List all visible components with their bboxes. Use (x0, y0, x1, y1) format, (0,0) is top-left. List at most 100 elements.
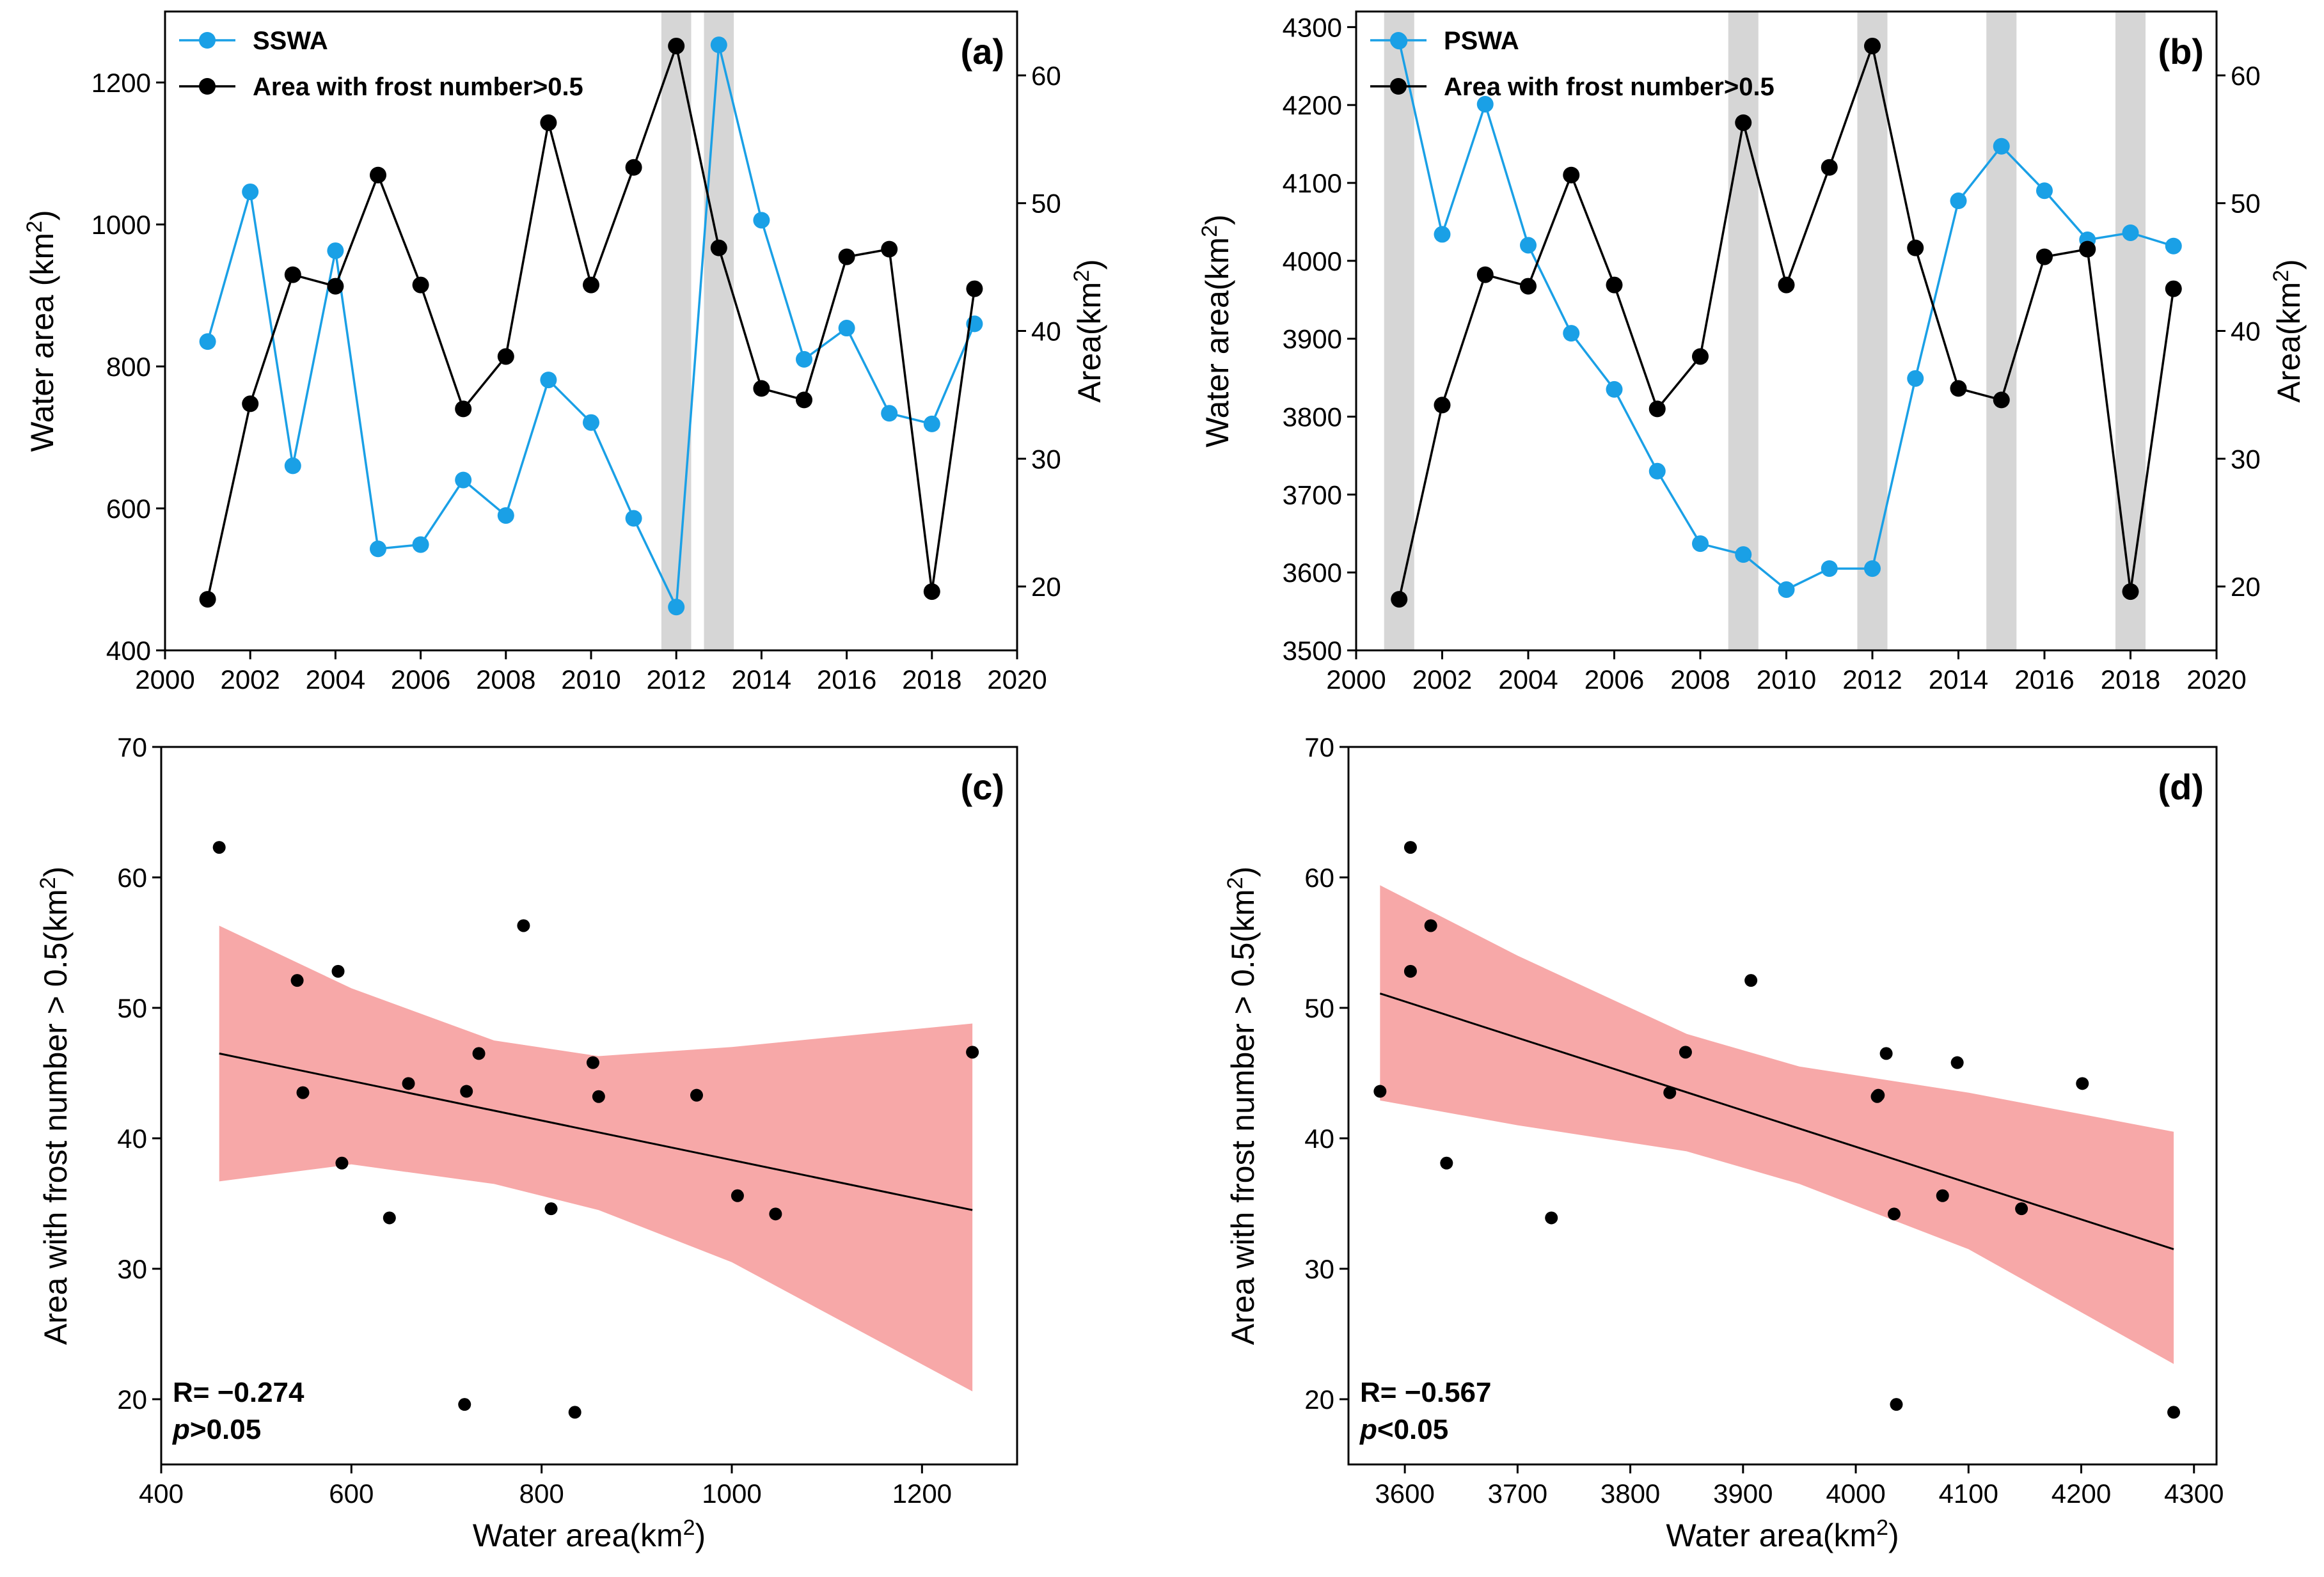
x-tick-label: 1200 (892, 1479, 952, 1509)
series-point-water (668, 599, 685, 616)
y-tick-label-right: 30 (1031, 444, 1061, 474)
y-tick-label-left: 3700 (1283, 480, 1342, 510)
series-point-water (710, 36, 727, 54)
scatter-point (335, 1156, 349, 1170)
series-point-frost (710, 239, 727, 256)
series-point-frost (1821, 159, 1838, 176)
series-point-frost (2036, 248, 2053, 265)
series-point-frost (1563, 166, 1580, 184)
y-tick-label: 40 (117, 1124, 147, 1154)
scatter-point (331, 964, 345, 978)
y-axis-label-left: Water area (km2) (22, 210, 60, 451)
series-point-frost (1778, 276, 1795, 294)
y-tick-label: 30 (1304, 1254, 1334, 1284)
scatter-point (1545, 1211, 1558, 1225)
series-point-frost (242, 395, 259, 412)
x-tick-label: 3700 (1488, 1479, 1547, 1509)
shaded-band (704, 12, 734, 650)
x-tick-label: 2012 (646, 664, 706, 694)
series-point-water (242, 183, 259, 200)
y-tick-label-right: 40 (2231, 317, 2261, 347)
series-point-frost (199, 591, 216, 608)
series-point-frost (455, 400, 472, 418)
y-tick-label-left: 4000 (1283, 246, 1342, 276)
series-point-frost (1907, 239, 1924, 256)
scatter-point (472, 1047, 486, 1060)
y-tick-label-right: 60 (2231, 61, 2261, 91)
series-point-frost (1476, 266, 1494, 283)
series-point-water (2036, 182, 2053, 200)
legend-label: SSWA (253, 27, 328, 55)
series-point-water (1864, 560, 1881, 577)
series-point-frost (1950, 380, 1967, 397)
scatter-point (1870, 1090, 1884, 1103)
series-point-water (284, 457, 301, 475)
scatter-point (586, 1056, 599, 1069)
series-point-water (1476, 95, 1494, 113)
legend-marker (199, 78, 216, 95)
series-point-water (923, 415, 940, 432)
scatter-point (544, 1202, 558, 1216)
legend-marker (1390, 78, 1407, 95)
x-tick-label: 2010 (1757, 664, 1816, 694)
series-point-frost (1993, 391, 2010, 409)
y-tick-label-left: 4100 (1283, 168, 1342, 198)
series-point-frost (412, 276, 429, 294)
scatter-point (383, 1211, 396, 1225)
scatter-point (592, 1090, 605, 1103)
plot-frame (164, 10, 1018, 652)
series-point-frost (370, 166, 386, 184)
x-tick-label: 2004 (1498, 664, 1558, 694)
series-point-frost (1520, 278, 1537, 295)
y-tick-label-left: 3600 (1283, 558, 1342, 588)
y-tick-label-right: 30 (2231, 444, 2261, 474)
series-point-water (1907, 370, 1924, 387)
x-tick-label: 2008 (1670, 664, 1730, 694)
series-point-water (1563, 325, 1580, 342)
panel-label: (b) (2158, 31, 2204, 72)
y-tick-label: 30 (117, 1254, 147, 1284)
scatter-point (1440, 1156, 1453, 1170)
series-point-frost (1735, 114, 1752, 131)
series-point-water (2165, 237, 2182, 255)
shaded-band (1857, 12, 1888, 650)
panel-d: 3600 3700 3800 3900 4000 4100 4200 4300 20 30 40 50… (1223, 732, 2224, 1553)
panel-label: (a) (961, 31, 1004, 72)
series-point-water (1778, 581, 1795, 598)
series-point-water (2122, 224, 2139, 241)
series-point-frost (1606, 276, 1623, 294)
shaded-band (1384, 12, 1414, 650)
series-point-frost (625, 159, 642, 176)
scatter-point (769, 1207, 782, 1221)
legend-label: PSWA (1444, 27, 1519, 55)
y-tick-label: 20 (1304, 1385, 1334, 1415)
series-point-water (625, 510, 642, 527)
y-axis-label-right: Area(km2) (1070, 259, 1107, 403)
scatter-point (460, 1085, 473, 1098)
y-axis-label-left: Water area(km2) (1198, 214, 1235, 447)
series-point-frost (796, 391, 812, 409)
scatter-point (1936, 1189, 1949, 1202)
y-tick-label-left: 600 (106, 494, 151, 524)
x-tick-label: 2006 (391, 664, 450, 694)
panel-label: (c) (961, 767, 1004, 807)
series-point-water (370, 540, 386, 558)
y-tick-label-left: 1000 (91, 210, 151, 240)
x-tick-label: 2012 (1842, 664, 1902, 694)
shaded-band (661, 12, 692, 650)
y-axis-label: Area with frost number > 0.5(km2) (1223, 867, 1261, 1345)
y-tick-label-left: 3900 (1283, 324, 1342, 354)
panel-c: 400 600 800 1000 1200 20 30 40 50 60 70 Water area(… (36, 732, 1018, 1553)
x-tick-label: 2018 (2101, 664, 2160, 694)
series-point-frost (753, 380, 770, 397)
x-tick-label: 2002 (1412, 664, 1472, 694)
x-tick-label: 3800 (1601, 1479, 1660, 1509)
r-value: R= −0.274 (173, 1377, 304, 1408)
x-tick-label: 4200 (2051, 1479, 2111, 1509)
x-tick-label: 2020 (987, 664, 1047, 694)
scatter-point (1424, 919, 1437, 932)
confidence-band (1380, 885, 2174, 1364)
series-point-water (796, 350, 812, 368)
y-tick-label-left: 800 (106, 352, 151, 382)
